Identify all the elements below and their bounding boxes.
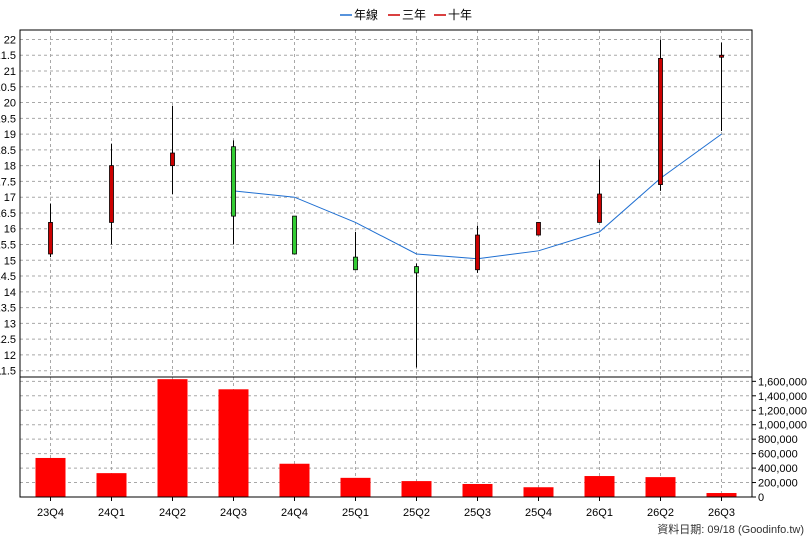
candle-25Q2 [414,263,419,368]
candle-body [109,165,114,223]
candle-body [536,222,541,236]
volume-y-tick-label: 1,600,000 [758,376,807,388]
legend-label-3yr: 三年 [402,8,426,22]
price-y-tick-label: 22 [4,34,16,46]
data-date-label: 資料日期 [657,524,702,536]
volume-y-tick-label: 200,000 [758,478,798,490]
volume-y-tick-label: 800,000 [758,434,798,446]
volume-y-tick-label: 0 [758,492,764,504]
x-tick-label: 24Q4 [281,507,308,519]
x-tick-label: 23Q4 [37,507,64,519]
price-y-tick-label: 18 [4,161,16,173]
price-y-tick-label: 19 [4,129,16,141]
candle-24Q1 [109,143,114,245]
price-y-tick-label: 13 [4,318,16,330]
candle-24Q2 [170,105,175,195]
x-tick-label: 26Q3 [708,507,735,519]
price-y-tick-label: 20 [4,98,16,110]
volume-grid [20,377,752,498]
candle-body [353,256,358,271]
price-y-tick-label: 14.5 [0,271,16,283]
candle-body [658,57,663,185]
candle-body [292,215,297,255]
price-y-tick-label: 17 [4,192,16,204]
volume-bar-25Q2 [401,481,432,497]
price-y-tick-label: 16 [4,224,16,236]
price-y-tick-label: 11.5 [0,366,16,378]
price-y-tick-label: 19.5 [0,113,16,125]
volume-y-tick-label: 1,200,000 [758,405,807,417]
legend: 年線 三年 十年 [340,7,472,22]
price-y-ticks: 11.5 12 12.5 13 13.5 14 14.5 15 15.5 16 16.5 17 17.5… [0,34,16,377]
x-tick-label: 26Q2 [647,507,674,519]
volume-bar-26Q3 [706,493,737,497]
candle-body [170,152,175,167]
candle-26Q3 [719,42,724,131]
price-y-tick-label: 13.5 [0,303,16,315]
candle-26Q2 [658,39,663,191]
x-tick-label: 25Q2 [403,507,430,519]
volume-bar-25Q4 [523,487,554,497]
candle-25Q1 [353,231,358,271]
data-date-footer: 資料日期: 09/18 (Goodinfo.tw) [657,524,804,536]
volume-bar-24Q2 [157,379,188,497]
candle-24Q3 [231,140,236,245]
data-date-value: 09/18 [707,524,735,536]
candle-body [719,54,724,58]
price-panel-frame [19,29,753,378]
volume-bar-24Q4 [279,463,310,497]
price-panel: 11.5 12 12.5 13 13.5 14 14.5 15 15.5 16 16.5 17 17.5… [0,29,753,378]
volume-bar-23Q4 [35,457,66,497]
x-tick-label: 25Q1 [342,507,369,519]
price-y-tick-label: 18.5 [0,145,16,157]
x-tick-label: 24Q3 [220,507,247,519]
legend-label-annual: 年線 [354,7,378,22]
price-y-tick-label: 17.5 [0,176,16,188]
volume-y-ticks: 0 200,000 400,000 600,000 800,000 1,000,000 1,… [752,376,807,504]
volume-bars [35,379,737,497]
legend-label-10yr: 十年 [448,8,472,22]
candle-26Q1 [597,159,602,223]
price-y-tick-label: 21.5 [0,50,16,62]
volume-y-tick-label: 1,000,000 [758,420,807,432]
price-y-tick-label: 14 [4,287,16,299]
volume-bar-24Q3 [218,389,249,497]
volume-panel-frame [19,376,753,498]
candle-25Q4 [536,222,541,236]
x-tick-label: 24Q2 [159,507,186,519]
x-tick-label: 25Q4 [525,507,552,519]
price-y-tick-label: 12.5 [0,334,16,346]
volume-bar-25Q1 [340,477,371,497]
candle-body [414,266,419,274]
volume-bar-25Q3 [462,483,493,497]
x-tick-label: 26Q1 [586,507,613,519]
volume-y-tick-label: 400,000 [758,463,798,475]
candle-body [597,193,602,223]
x-tick-label: 25Q3 [464,507,491,519]
volume-bar-24Q1 [96,473,127,497]
volume-bar-26Q2 [645,477,676,497]
x-axis-ticks: 23Q4 24Q1 24Q2 24Q3 24Q4 25Q1 25Q2 25Q3 25Q4 26Q1… [37,497,735,519]
price-y-tick-label: 15.5 [0,240,16,252]
price-y-tick-label: 15 [4,255,16,267]
price-y-tick-label: 20.5 [0,82,16,94]
candle-body [475,234,480,271]
candlesticks [48,39,724,368]
volume-panel: 0 200,000 400,000 600,000 800,000 1,000,000 1,… [19,376,807,504]
price-grid [20,30,752,377]
price-y-tick-label: 16.5 [0,208,16,220]
candle-23Q4 [48,203,53,258]
x-tick-label: 24Q1 [98,507,125,519]
candle-25Q3 [475,225,480,273]
volume-y-tick-label: 1,400,000 [758,391,807,403]
candle-body [48,222,53,255]
candle-24Q4 [292,215,297,255]
volume-y-tick-label: 600,000 [758,449,798,461]
data-source: (Goodinfo.tw) [737,524,804,536]
volume-bar-26Q1 [584,476,615,497]
candle-body [231,146,236,217]
price-y-tick-label: 21 [4,66,16,78]
price-y-tick-label: 12 [4,350,16,362]
